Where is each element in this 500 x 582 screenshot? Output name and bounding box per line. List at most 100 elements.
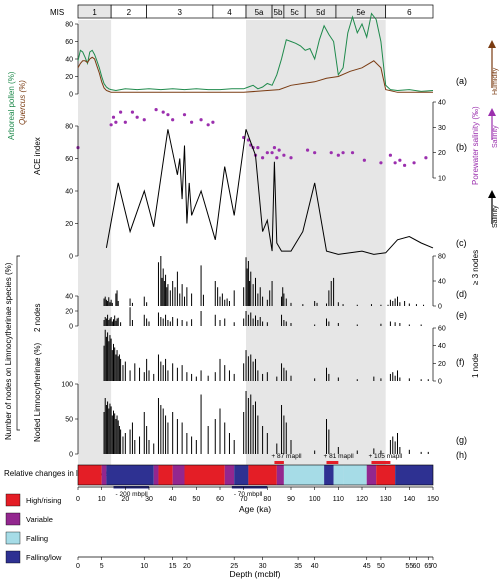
bar-d [337,302,339,306]
bar-d [392,301,394,306]
salinity-point [412,161,416,165]
bar-f [113,343,114,381]
bar-d [389,299,391,306]
bar-g [103,412,105,454]
lake-level-segment [366,465,377,485]
bar-d [111,302,113,306]
bar-d [269,290,271,306]
bar-g [172,412,174,454]
bar-e [143,314,145,326]
bar-e [266,322,268,326]
bar-f [290,375,292,381]
bar-e [281,314,283,326]
bar-d [191,293,193,306]
bar-e [104,317,106,326]
salinity-point [135,115,139,119]
bar-g [380,450,382,454]
panel-letter-a: (a) [456,76,467,86]
age-tick-label: 60 [216,496,224,503]
lake-level-segment [78,465,102,485]
age-tick-label: 90 [287,496,295,503]
bar-f [111,350,113,381]
bar-e [114,315,116,326]
bar-d [281,296,283,306]
bar-d [179,293,181,306]
bar-g [191,436,193,454]
y-tick-label: 60 [65,39,73,46]
bar-d [219,296,221,306]
bar-e [259,317,261,326]
bar-f [146,358,148,381]
bar-f [195,376,197,381]
bar-f [107,332,109,381]
lake-level-segment [276,465,284,485]
bar-d [262,296,264,306]
bar-g [266,433,268,454]
bar-g [134,440,136,454]
legend-label-high: High/rising [26,496,61,505]
bar-f [262,373,264,381]
bar-d [116,290,118,306]
bar-f [104,329,106,381]
bar-g [214,419,216,454]
mis-stage-label: 5d [316,8,325,17]
bar-g [252,405,254,454]
bar-d [252,284,254,306]
bar-g [129,429,131,454]
y-tick-label: 30 [438,125,446,132]
bar-g [389,440,391,454]
bar-f [103,345,105,381]
bar-d [224,299,226,306]
panel-letter-g: (g) [456,435,467,445]
nodes3-ylabel: ≥ 3 nodes [471,250,480,285]
bar-g [399,447,401,454]
bar-e [314,324,316,326]
bar-g [314,450,316,454]
lake-level-segment [172,465,185,485]
bar-g [139,436,141,454]
y-tick-label: 100 [61,382,73,389]
bar-f [139,367,141,381]
bar-e [214,314,216,326]
salinity-point [379,161,383,165]
bar-d [328,290,330,306]
bar-e [186,321,188,326]
salinity-point [282,153,286,157]
depth-tick-label: 45 [363,563,371,570]
bar-d [105,299,107,306]
salinity-point [341,151,345,155]
bar-g [394,441,396,454]
salinity-point [114,120,118,124]
salinity-point [206,123,210,127]
bar-f [153,373,155,381]
age-tick-label: 70 [240,496,248,503]
panel-letter-b: (b) [456,142,467,152]
bar-d [257,293,259,306]
bar-d [202,294,204,306]
bar-d [302,304,304,306]
bar-d [146,302,148,306]
salinity-point [272,146,277,150]
bar-f [408,378,410,381]
bar-f [120,358,122,381]
salinity-point [393,161,397,165]
bar-g [113,410,114,454]
mis-stage-bar: 1 2 3 4 5a 5b 5c 5d 5e 6 [77,4,434,19]
bar-g [420,451,422,454]
age-tick-label: 80 [263,496,271,503]
bar-d [109,302,111,306]
bar-e [146,318,148,326]
bar-g [108,408,110,454]
bar-d [162,268,164,306]
bar-e [380,323,382,326]
lake-level-segment [184,465,225,485]
bar-g [356,450,358,454]
bar-f [243,363,245,381]
bar-e [113,319,114,326]
bar-e [245,311,247,326]
number-nodes-bracket [16,255,20,431]
bar-e [167,320,169,326]
bar-d [247,261,249,306]
bar-d [228,301,230,306]
lake-level-segment [106,465,154,485]
